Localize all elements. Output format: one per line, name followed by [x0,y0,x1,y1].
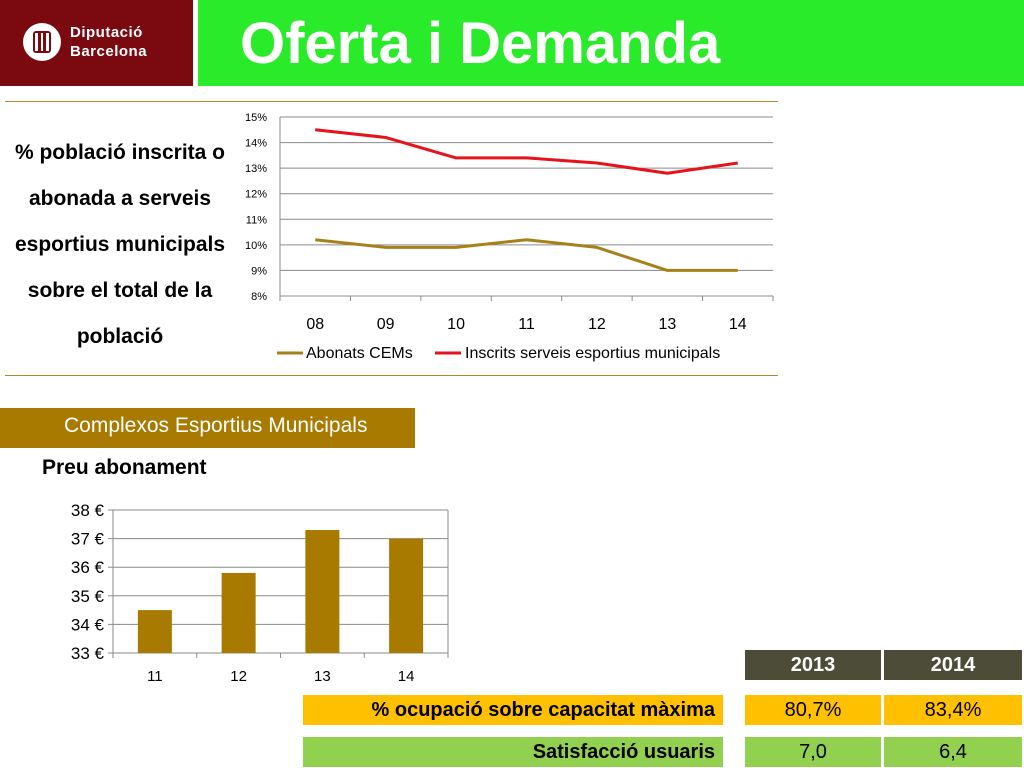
table-row-label: % ocupació sobre capacitat màxima [303,695,723,725]
legend-label: Inscrits serveis esportius municipals [465,345,720,362]
y-tick-label: 34 € [71,615,105,634]
section-banner [0,408,415,448]
table-cell: 80,7% [745,695,881,725]
y-tick-label: 13% [245,163,267,175]
table-header-year: 2013 [745,650,881,680]
bar-chart: 33 € 34 € 35 € 36 € 37 € 38 € 11 12 13 14 [71,501,449,685]
x-tick-label: 14 [398,668,415,685]
logo-text-line2: Barcelona [70,43,148,60]
y-tick-label: 15% [245,112,267,124]
x-tick-label: 11 [147,668,163,685]
section-label: Complexos Esportius Municipals [64,414,368,437]
legend-label: Abonats CEMs [306,345,413,362]
chart-caption: % població inscrita o abonada a serveis … [14,141,226,348]
y-tick-label: 35 € [71,587,105,606]
x-tick-label: 14 [729,316,747,333]
table-cell: 83,4% [884,695,1022,725]
y-tick-label: 33 € [71,644,105,663]
series-line [315,128,739,175]
x-tick-label: 12 [588,316,606,333]
y-tick-label: 8% [251,291,267,303]
divider-bottom [5,375,778,376]
bar [389,538,424,653]
x-tick-label: 13 [658,316,676,333]
bar [137,610,172,653]
y-tick-label: 37 € [71,530,105,549]
bar [221,572,256,653]
header-divider [193,0,198,86]
x-tick-label: 08 [306,316,324,333]
x-tick-label: 12 [230,668,247,685]
logo-text-line1: Diputació [70,24,143,41]
title-banner [198,0,1024,86]
y-tick-label: 36 € [71,558,105,577]
table-header-year: 2014 [884,650,1022,680]
table-cell: 7,0 [745,737,881,767]
table-row-label: Satisfacció usuaris [303,737,723,767]
page-title: Oferta i Demanda [240,11,721,76]
x-tick-label: 13 [314,668,331,685]
y-tick-label: 11% [246,214,267,226]
diputacio-emblem-icon [23,23,61,61]
bar [305,530,340,653]
divider-top [5,101,778,102]
y-tick-label: 12% [245,189,267,201]
y-tick-label: 9% [251,265,267,277]
x-tick-label: 09 [377,316,395,333]
x-tick-label: 11 [518,316,535,333]
x-tick-label: 10 [447,316,465,333]
y-tick-label: 10% [245,240,267,252]
y-tick-label: 14% [245,138,267,150]
series-line [315,238,738,272]
bar-chart-title: Preu abonament [42,456,207,479]
line-chart: 8% 9% 10% 11% 12% 13% 14% 15% 08 09 10 11 12 13 14 Abon… [245,112,774,362]
table-cell: 6,4 [884,737,1022,767]
y-tick-label: 38 € [71,501,105,520]
